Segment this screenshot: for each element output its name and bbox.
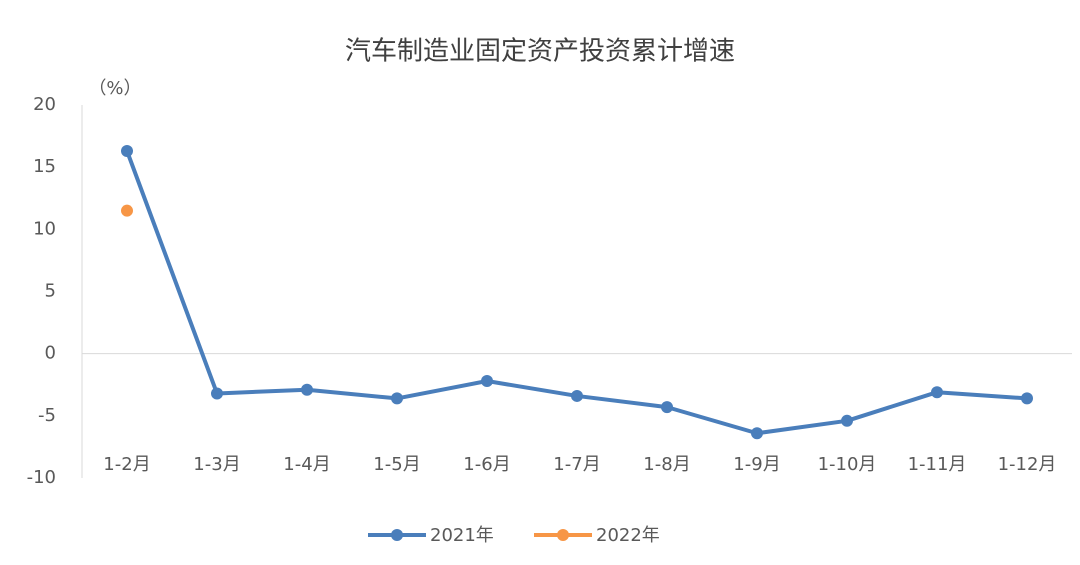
point xyxy=(121,145,133,158)
point xyxy=(301,383,313,396)
point xyxy=(751,427,763,440)
x-tick-label: 1-4月 xyxy=(283,454,330,475)
x-tick-label: 1-12月 xyxy=(998,454,1057,475)
y-tick-label: 0 xyxy=(45,343,56,364)
y-tick-label: -5 xyxy=(38,405,56,426)
point xyxy=(121,204,133,217)
point xyxy=(841,414,853,427)
x-tick-label: 1-5月 xyxy=(373,454,420,475)
x-tick-label: 1-2月 xyxy=(103,454,150,475)
x-tick-label: 1-8月 xyxy=(643,454,690,475)
point xyxy=(1021,392,1033,405)
y-tick-label: 10 xyxy=(33,218,56,239)
point xyxy=(211,387,223,400)
legend-marker xyxy=(391,529,403,541)
x-tick-label: 1-10月 xyxy=(818,454,877,475)
x-tick-label: 1-11月 xyxy=(908,454,967,475)
point xyxy=(571,389,583,402)
legend-label: 2021年 xyxy=(430,525,494,546)
legend-label: 2022年 xyxy=(596,525,660,546)
x-tick-label: 1-6月 xyxy=(463,454,510,475)
x-tick-label: 1-9月 xyxy=(733,454,780,475)
y-tick-label: 5 xyxy=(45,281,56,302)
point xyxy=(661,401,673,414)
legend-marker xyxy=(557,529,569,541)
y-unit: （%） xyxy=(88,78,141,99)
y-tick-label: -10 xyxy=(27,467,56,488)
x-tick-label: 1-3月 xyxy=(193,454,240,475)
y-tick-label: 15 xyxy=(33,156,56,177)
point xyxy=(481,375,493,388)
x-tick-label: 1-7月 xyxy=(553,454,600,475)
y-tick-label: 20 xyxy=(33,94,56,115)
point xyxy=(931,386,943,399)
chart-title: 汽车制造业固定资产投资累计增速 xyxy=(345,37,735,67)
point xyxy=(391,392,403,405)
